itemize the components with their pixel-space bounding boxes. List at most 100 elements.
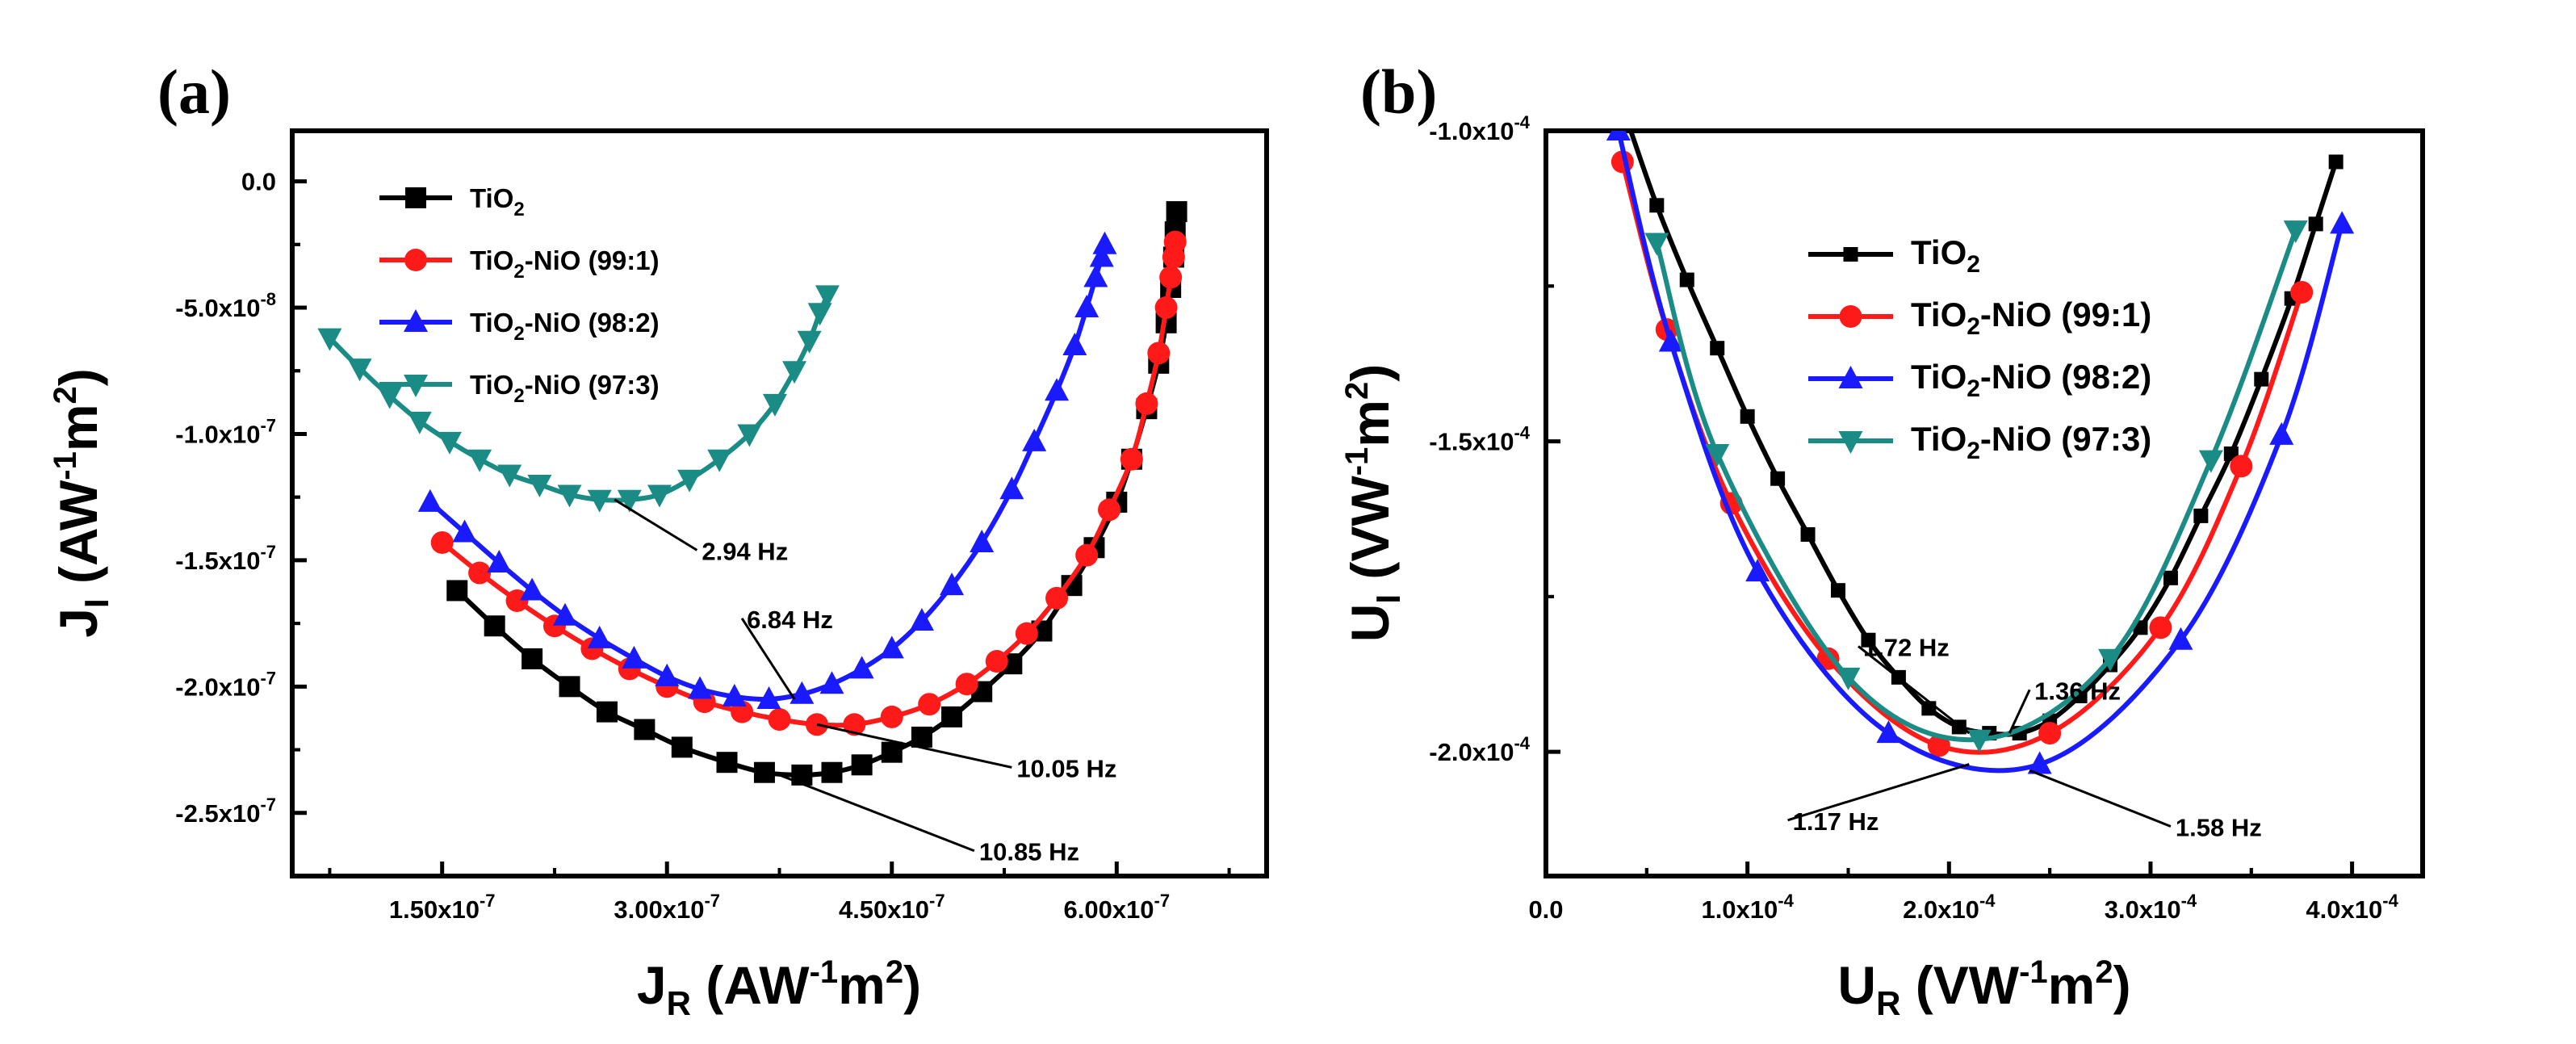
data-point [1705,443,1730,467]
data-point [497,464,522,488]
data-point [596,701,618,723]
data-point [1644,233,1669,256]
data-point [2163,570,2178,585]
data-point [999,476,1024,500]
annotation-label: 10.05 Hz [1016,754,1116,782]
legend-swatch-marker [404,309,428,332]
annotation-pointer [2008,689,2031,734]
legend-entry: TiO2-NiO (98:2) [470,308,660,345]
data-point [317,328,342,351]
data-point [1619,111,1634,126]
series-tio2-nio-98-2- [1606,131,2355,774]
data-point [622,645,647,669]
data-point [1740,409,1755,424]
x-tick-label: 0.0 [1528,895,1563,924]
panel-a: (a) 1.50x10-7 3.00x10-7 4.50x10-7 6.00x10-7 0… [48,57,1269,1022]
data-point [2308,216,2323,232]
data-point [918,693,941,716]
y-tick-label: -1.0x10-7 [175,415,276,448]
data-point [587,625,612,648]
data-point [430,530,454,554]
data-point [1710,341,1725,356]
data-point [520,577,545,601]
plot-area [317,201,1187,786]
data-point [843,713,866,736]
data-point [1770,471,1786,486]
annotation-pointer [614,498,698,551]
data-point [1658,329,1683,352]
data-point [2254,371,2269,387]
x-tick-label: 2.0x10-4 [1903,891,1996,924]
data-point [716,752,738,774]
data-point [1045,586,1069,610]
data-point [722,683,747,706]
y-axis-title: JI (AW-1m2) [48,368,115,638]
data-point [851,754,873,776]
data-point [587,489,612,513]
data-point [484,615,505,637]
y-tick-label: 0.0 [241,168,276,196]
data-point [2283,220,2308,244]
data-point [1075,543,1099,567]
panel-label: (b) [1360,57,1437,127]
data-point [1074,295,1100,318]
data-point [1154,296,1178,320]
legend-entry: TiO2-NiO (97:3) [1911,420,2151,464]
legend-swatch-marker [405,187,426,208]
data-point [688,676,713,699]
data-point [1120,447,1143,471]
legend-entry: TiO2-NiO (99:1) [470,245,660,283]
data-point [617,489,642,513]
data-point [849,656,874,679]
data-point [1062,332,1087,355]
data-point [909,607,934,631]
series-tio2-nio-99-1- [430,230,1187,736]
y-tick-label: -2.0x10-7 [175,668,276,701]
data-point [634,719,656,740]
data-point [521,648,543,669]
data-point [1089,244,1114,267]
data-point [756,686,781,709]
data-point [2269,421,2294,445]
x-axis-title: UR (VW-1m2) [1837,954,2130,1022]
data-point [737,424,762,447]
data-point [911,726,932,748]
x-tick-label: 3.0x10-4 [2105,891,2197,924]
legend-swatch-marker [404,249,427,271]
legend: TiO2 TiO2-NiO (99:1) TiO2-NiO (98:2) TiO2-N… [379,183,660,407]
annotation-pointer [740,618,796,700]
data-point [1836,667,1861,690]
data-point [2330,211,2355,234]
data-point [2193,508,2209,523]
panel-b: (b) 0.0 1.0x10-4 2.0x10-4 3.0x10-4 4.0x10-4 -1… [1339,57,2425,1022]
x-tick-label: 1.0x10-4 [1701,891,1794,924]
y-tick-label: -1.5x10-4 [1429,423,1530,456]
data-point [753,761,775,783]
annotation-pointer [2029,769,2172,828]
annotation-label: 1.58 Hz [2176,813,2262,841]
annotation-label: 2.94 Hz [702,537,788,565]
data-point [1022,428,1047,451]
x-tick-label: 6.00x10-7 [1063,891,1170,924]
series-tio2-nio-98-2- [417,231,1117,709]
data-point [970,529,995,552]
data-point [1861,632,1876,648]
data-point [552,602,577,626]
data-point [527,475,552,498]
panel-label: (a) [157,57,231,127]
data-point [446,580,468,602]
data-point [941,706,963,727]
data-point [815,285,840,308]
data-point [880,705,903,728]
data-point [347,358,372,382]
data-point [452,519,477,543]
plot-frame [1544,128,2425,878]
y-tick-label: -2.5x10-7 [175,795,276,828]
data-point [2149,616,2172,639]
data-point [768,708,791,732]
data-point [790,681,815,704]
y-tick-label: -5.0x10-8 [175,289,276,322]
data-point [1816,647,1840,670]
legend-swatch-marker [1839,305,1862,328]
data-point [1876,720,1901,744]
